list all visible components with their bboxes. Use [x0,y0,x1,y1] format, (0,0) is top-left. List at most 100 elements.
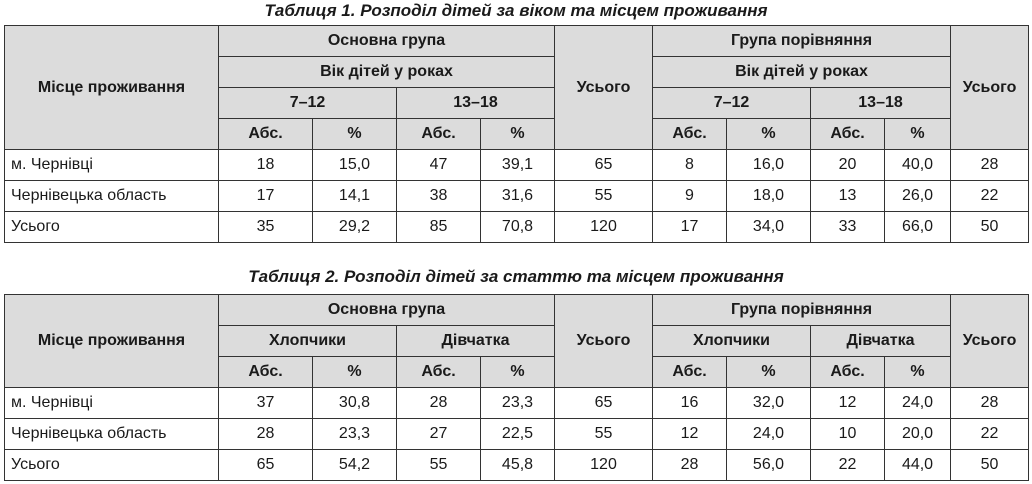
abs-header: Абс. [396,118,481,150]
table-cell: 10 [810,418,885,450]
table-cell: 55 [396,449,481,481]
table-cell: 50 [950,449,1030,481]
table-cell: 44,0 [883,449,952,481]
table-cell: 28 [652,449,727,481]
table-cell: 22,5 [480,418,555,450]
compare-age-subheader: Вік дітей у роках [651,56,952,88]
table-row: м. Чернівці 18 15,0 47 39,1 65 8 16,0 20 40,0 28 [4,149,1030,181]
table-cell: 55 [554,180,653,212]
place-cell: Усього [4,211,219,243]
table-row: Усього 35 29,2 85 70,8 120 17 34,0 33 66,0 50 [4,211,1030,243]
table-row: Чернівецька область 28 23,3 27 22,5 55 12 24,0 1… [4,418,1030,450]
pct-header: % [883,118,952,150]
table-cell: 120 [554,211,653,243]
pct-header: % [883,356,952,388]
main-boys-header: Хлопчики [218,325,397,357]
place-header: Місце проживання [4,294,219,388]
table-cell: 22 [950,180,1030,212]
compare-total-header: Усього [950,294,1030,388]
table-row: Усього 65 54,2 55 45,8 120 28 56,0 22 44,0 50 [4,449,1030,481]
table-cell: 16 [652,387,727,419]
table-cell: 12 [810,387,885,419]
table-cell: 28 [396,387,481,419]
table2-caption: Таблиця 2. Розподіл дітей за статтю та м… [248,267,784,286]
table-cell: 18 [218,149,313,181]
pct-header: % [480,118,555,150]
place-cell: Чернівецька область [4,180,219,212]
table-cell: 8 [652,149,727,181]
table-cell: 14,1 [312,180,397,212]
pct-header: % [312,356,397,388]
abs-header: Абс. [652,118,727,150]
pct-header: % [312,118,397,150]
table-row: Чернівецька область 17 14,1 38 31,6 55 9 18,0 13… [4,180,1030,212]
table-cell: 33 [810,211,885,243]
table-cell: 20,0 [883,418,952,450]
table-cell: 17 [218,180,313,212]
table-cell: 70,8 [480,211,555,243]
table-cell: 39,1 [480,149,555,181]
age-distribution-table: Місце проживання Основна група Усього Гр… [4,25,1030,243]
table-cell: 24,0 [883,387,952,419]
abs-header: Абс. [810,356,885,388]
compare-girls-header: Дівчатка [809,325,952,357]
table-cell: 47 [396,149,481,181]
table-cell: 65 [218,449,313,481]
table-cell: 24,0 [726,418,811,450]
table-cell: 54,2 [312,449,397,481]
table-row: м. Чернівці 37 30,8 28 23,3 65 16 32,0 12 24,0 28 [4,387,1030,419]
place-header: Місце проживання [4,25,219,150]
place-cell: Усього [4,449,219,481]
table-cell: 28 [950,149,1030,181]
main-age-13-18: 13–18 [396,87,555,119]
table-cell: 37 [218,387,313,419]
place-cell: м. Чернівці [4,149,219,181]
place-cell: Чернівецька область [4,418,219,450]
pct-header: % [726,356,811,388]
table-cell: 23,3 [480,387,555,419]
pct-header: % [480,356,555,388]
gender-distribution-table: Місце проживання Основна група Усього Гр… [4,294,1030,481]
table-cell: 27 [396,418,481,450]
main-total-header: Усього [554,294,653,388]
table-cell: 55 [554,418,653,450]
table-cell: 56,0 [726,449,811,481]
pct-header: % [726,118,811,150]
table-cell: 40,0 [883,149,952,181]
table-cell: 26,0 [883,180,952,212]
table-cell: 34,0 [726,211,811,243]
table-cell: 12 [652,418,727,450]
table-cell: 65 [554,387,653,419]
compare-total-header: Усього [950,25,1030,150]
table-cell: 30,8 [312,387,397,419]
table-cell: 13 [810,180,885,212]
abs-header: Абс. [218,356,313,388]
main-group-header: Основна група [218,294,555,326]
compare-group-header: Група порівняння [651,294,952,326]
abs-header: Абс. [396,356,481,388]
table-cell: 85 [396,211,481,243]
table-cell: 22 [810,449,885,481]
table-cell: 23,3 [312,418,397,450]
table-cell: 65 [554,149,653,181]
table-cell: 45,8 [480,449,555,481]
table-cell: 17 [652,211,727,243]
table-cell: 50 [950,211,1030,243]
table-cell: 20 [810,149,885,181]
table-cell: 16,0 [726,149,811,181]
table-cell: 28 [218,418,313,450]
table-cell: 32,0 [726,387,811,419]
abs-header: Абс. [218,118,313,150]
table-cell: 31,6 [480,180,555,212]
table-cell: 38 [396,180,481,212]
table-cell: 66,0 [883,211,952,243]
table-cell: 9 [652,180,727,212]
main-age-subheader: Вік дітей у роках [218,56,555,88]
place-cell: м. Чернівці [4,387,219,419]
table-cell: 28 [950,387,1030,419]
table-cell: 18,0 [726,180,811,212]
table-cell: 22 [950,418,1030,450]
table-cell: 35 [218,211,313,243]
table-cell: 29,2 [312,211,397,243]
main-girls-header: Дівчатка [396,325,555,357]
